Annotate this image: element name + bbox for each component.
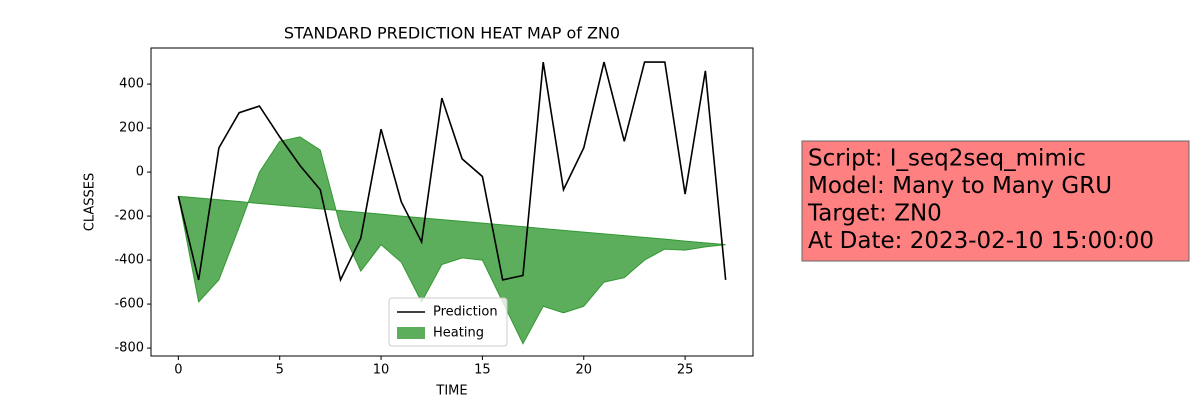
x-tick-label: 20	[575, 363, 592, 378]
x-tick-label: 10	[373, 363, 390, 378]
x-tick-label: 0	[174, 363, 182, 378]
y-tick-label: -400	[114, 253, 144, 268]
legend-label: Prediction	[433, 305, 498, 320]
plot-frame	[150, 47, 754, 357]
y-axis-label: CLASSES	[83, 173, 98, 231]
legend-swatch	[397, 327, 425, 339]
annotation-text: At Date: 2023-02-10 15:00:00	[808, 228, 1154, 254]
y-tick-label: 0	[136, 165, 144, 180]
y-tick-label: -800	[114, 341, 144, 356]
y-tick-label: 400	[119, 77, 144, 92]
x-axis-label: TIME	[435, 384, 467, 399]
x-tick-label: 5	[276, 363, 284, 378]
y-tick-label: -600	[114, 297, 144, 312]
annotation-text: Script: I_seq2seq_mimic	[808, 146, 1086, 172]
legend-label: Heating	[433, 326, 484, 341]
prediction-line	[177, 61, 727, 283]
chart-title: STANDARD PREDICTION HEAT MAP of ZN0	[284, 24, 620, 43]
annotation-text: Model: Many to Many GRU	[808, 173, 1112, 199]
x-tick-label: 25	[677, 363, 694, 378]
x-tick-label: 15	[474, 363, 491, 378]
annotation-text: Target: ZN0	[807, 201, 942, 227]
y-tick-label: 200	[119, 121, 144, 136]
y-tick-label: -200	[114, 209, 144, 224]
heating-area	[177, 136, 726, 345]
annotation-box	[801, 140, 1190, 262]
